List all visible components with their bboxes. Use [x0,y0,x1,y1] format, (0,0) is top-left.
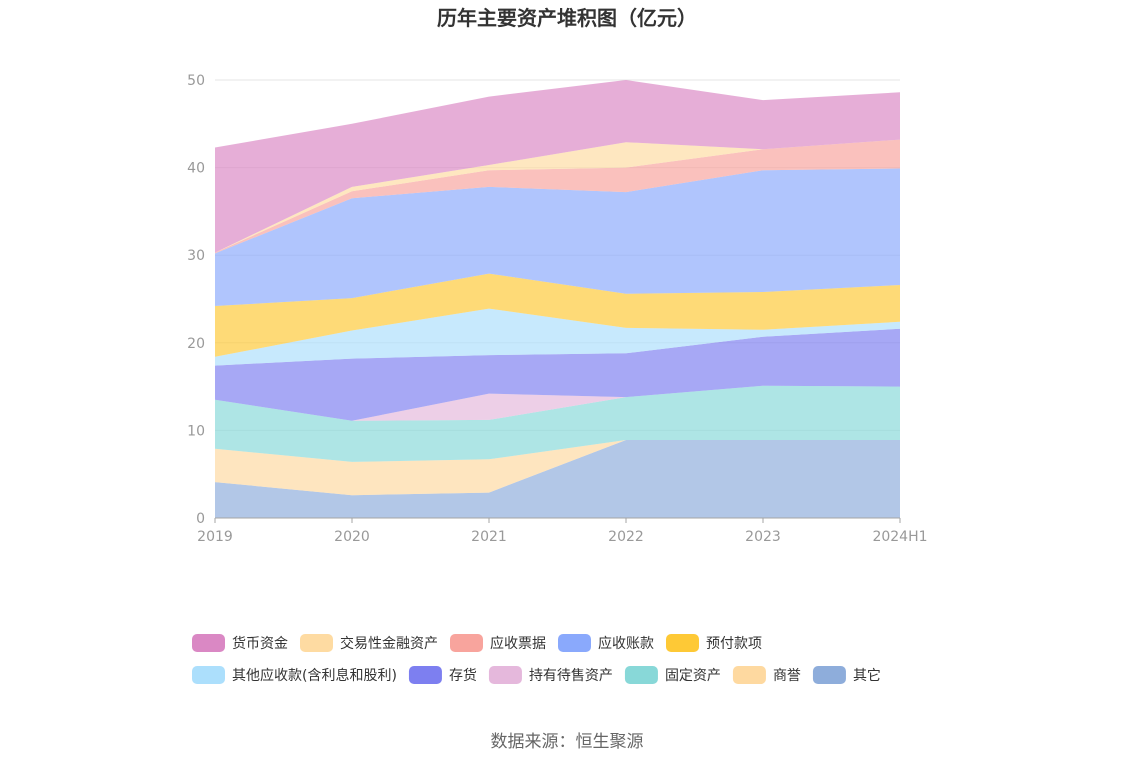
legend-label: 交易性金融资产 [340,635,438,652]
legend-swatch [733,666,766,684]
chart-title: 历年主要资产堆积图（亿元） [437,6,697,30]
legend-item[interactable]: 固定资产 [625,666,721,684]
x-tick-label: 2020 [334,529,370,545]
legend-swatch [192,666,225,684]
legend-swatch [450,634,483,652]
legend-swatch [558,634,591,652]
x-tick-label: 2024H1 [872,529,927,545]
legend-swatch [300,634,333,652]
legend-item[interactable]: 商誉 [733,666,801,684]
legend-item[interactable]: 应收账款 [558,634,654,652]
y-tick-label: 0 [196,511,205,527]
legend-label: 其他应收款(含利息和股利) [232,667,397,684]
legend-swatch [813,666,846,684]
legend-label: 应收票据 [490,635,546,652]
legend-swatch [625,666,658,684]
y-tick-label: 10 [187,423,205,439]
x-tick-label: 2023 [745,529,781,545]
legend-item[interactable]: 持有待售资产 [489,666,613,684]
legend-label: 预付款项 [706,636,762,652]
y-tick-label: 50 [187,73,205,89]
legend-swatch [409,666,442,684]
y-tick-label: 20 [187,336,205,352]
legend-item[interactable]: 存货 [409,666,477,684]
legend-item[interactable]: 应收票据 [450,634,546,652]
stacked-areas [215,80,900,518]
legend-label: 固定资产 [665,668,721,684]
x-tick-label: 2021 [471,529,507,545]
legend-label: 存货 [449,667,477,684]
legend-label: 应收账款 [598,635,654,652]
legend-item[interactable]: 预付款项 [666,634,762,652]
x-tick-label: 2022 [608,529,644,545]
y-tick-label: 30 [187,248,205,264]
legend-label: 货币资金 [232,635,288,652]
legend-item[interactable]: 其它 [813,666,881,684]
legend-label: 持有待售资产 [529,668,613,684]
legend-item[interactable]: 交易性金融资产 [300,634,438,652]
legend-swatch [666,634,699,652]
legend-swatch [489,666,522,684]
legend-item[interactable]: 其他应收款(含利息和股利) [192,666,397,684]
legend-label: 其它 [853,667,881,684]
y-tick-label: 40 [187,161,205,177]
legend-swatch [192,634,225,652]
x-tick-label: 2019 [197,529,233,545]
legend-label: 商誉 [773,668,801,684]
source-label: 数据来源：恒生聚源 [491,732,644,752]
chart-canvas: 历年主要资产堆积图（亿元） 0 10 20 30 40 50 2019 2020 2021 202… [0,0,1134,766]
legend-item[interactable]: 货币资金 [192,634,288,652]
